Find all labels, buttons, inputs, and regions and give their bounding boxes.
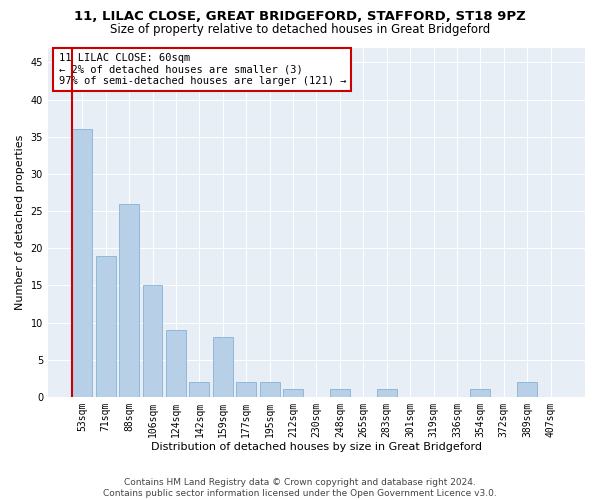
Bar bbox=[470, 390, 490, 397]
Text: Size of property relative to detached houses in Great Bridgeford: Size of property relative to detached ho… bbox=[110, 22, 490, 36]
Bar bbox=[166, 330, 186, 397]
Text: 11 LILAC CLOSE: 60sqm
← 2% of detached houses are smaller (3)
97% of semi-detach: 11 LILAC CLOSE: 60sqm ← 2% of detached h… bbox=[59, 52, 346, 86]
Y-axis label: Number of detached properties: Number of detached properties bbox=[15, 134, 25, 310]
Bar bbox=[377, 390, 397, 397]
Bar bbox=[96, 256, 116, 397]
Bar bbox=[260, 382, 280, 397]
X-axis label: Distribution of detached houses by size in Great Bridgeford: Distribution of detached houses by size … bbox=[151, 442, 482, 452]
Bar bbox=[190, 382, 209, 397]
Bar bbox=[143, 286, 163, 397]
Bar bbox=[517, 382, 537, 397]
Bar bbox=[73, 130, 92, 397]
Bar bbox=[283, 390, 303, 397]
Bar bbox=[119, 204, 139, 397]
Text: Contains HM Land Registry data © Crown copyright and database right 2024.
Contai: Contains HM Land Registry data © Crown c… bbox=[103, 478, 497, 498]
Bar bbox=[236, 382, 256, 397]
Bar bbox=[330, 390, 350, 397]
Text: 11, LILAC CLOSE, GREAT BRIDGEFORD, STAFFORD, ST18 9PZ: 11, LILAC CLOSE, GREAT BRIDGEFORD, STAFF… bbox=[74, 10, 526, 23]
Bar bbox=[213, 338, 233, 397]
